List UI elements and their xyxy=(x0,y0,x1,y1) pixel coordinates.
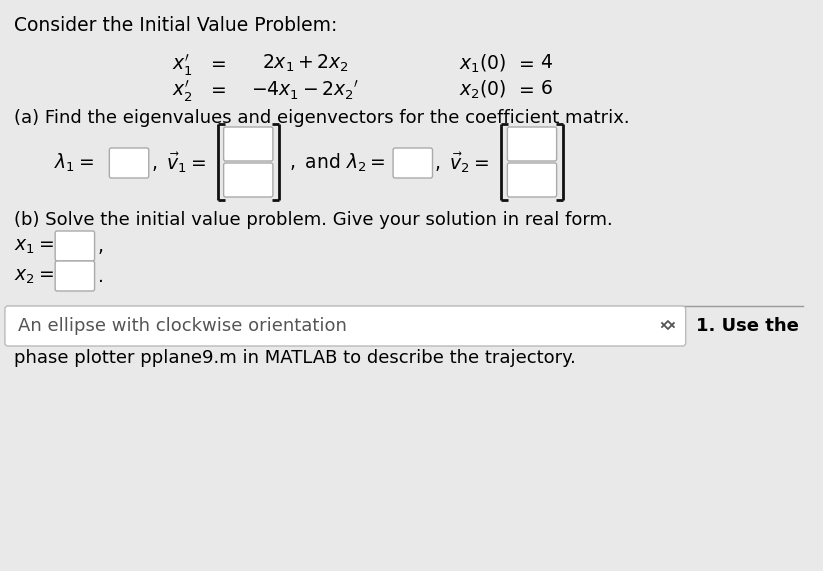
Text: $,\ \vec{v}_2 =$: $,\ \vec{v}_2 =$ xyxy=(435,151,490,175)
FancyBboxPatch shape xyxy=(507,127,556,161)
Text: phase plotter pplane9.m in MATLAB to describe the trajectory.: phase plotter pplane9.m in MATLAB to des… xyxy=(14,349,575,367)
FancyBboxPatch shape xyxy=(55,261,95,291)
Text: (a) Find the eigenvalues and eigenvectors for the coefficient matrix.: (a) Find the eigenvalues and eigenvector… xyxy=(14,109,630,127)
Text: 1. Use the: 1. Use the xyxy=(695,317,798,335)
FancyBboxPatch shape xyxy=(224,127,273,161)
Text: $=$: $=$ xyxy=(515,53,535,72)
Text: $,$: $,$ xyxy=(96,236,103,255)
FancyBboxPatch shape xyxy=(393,148,433,178)
FancyBboxPatch shape xyxy=(507,163,556,197)
Text: $.$: $.$ xyxy=(96,267,102,286)
Text: $=$: $=$ xyxy=(207,53,226,72)
FancyBboxPatch shape xyxy=(224,163,273,197)
Text: $x_2'$: $x_2'$ xyxy=(172,79,193,104)
FancyBboxPatch shape xyxy=(5,306,686,346)
Text: $-4x_1 - 2x_2{}'$: $-4x_1 - 2x_2{}'$ xyxy=(251,79,360,102)
Text: $=$: $=$ xyxy=(515,79,535,98)
Text: $2x_1 + 2x_2$: $2x_1 + 2x_2$ xyxy=(262,53,349,74)
Text: Consider the Initial Value Problem:: Consider the Initial Value Problem: xyxy=(14,16,337,35)
Text: $x_1'$: $x_1'$ xyxy=(172,53,193,78)
Text: $x_1(0)$: $x_1(0)$ xyxy=(459,53,506,75)
Text: $x_2 =$: $x_2 =$ xyxy=(14,267,53,286)
Text: $,\ \vec{v}_1 =$: $,\ \vec{v}_1 =$ xyxy=(151,151,206,175)
Text: $\lambda_1 =$: $\lambda_1 =$ xyxy=(54,152,95,174)
Text: $x_1 =$: $x_1 =$ xyxy=(14,236,53,255)
Text: $,\ \mathrm{and}\ \lambda_2 =$: $,\ \mathrm{and}\ \lambda_2 =$ xyxy=(289,152,385,174)
Text: $4$: $4$ xyxy=(541,53,553,72)
Text: $6$: $6$ xyxy=(541,79,553,98)
Text: (b) Solve the initial value problem. Give your solution in real form.: (b) Solve the initial value problem. Giv… xyxy=(14,211,612,229)
Text: $=$: $=$ xyxy=(207,79,226,98)
Text: $x_2(0)$: $x_2(0)$ xyxy=(459,79,506,101)
Text: An ellipse with clockwise orientation: An ellipse with clockwise orientation xyxy=(18,317,346,335)
FancyBboxPatch shape xyxy=(109,148,149,178)
FancyBboxPatch shape xyxy=(55,231,95,261)
